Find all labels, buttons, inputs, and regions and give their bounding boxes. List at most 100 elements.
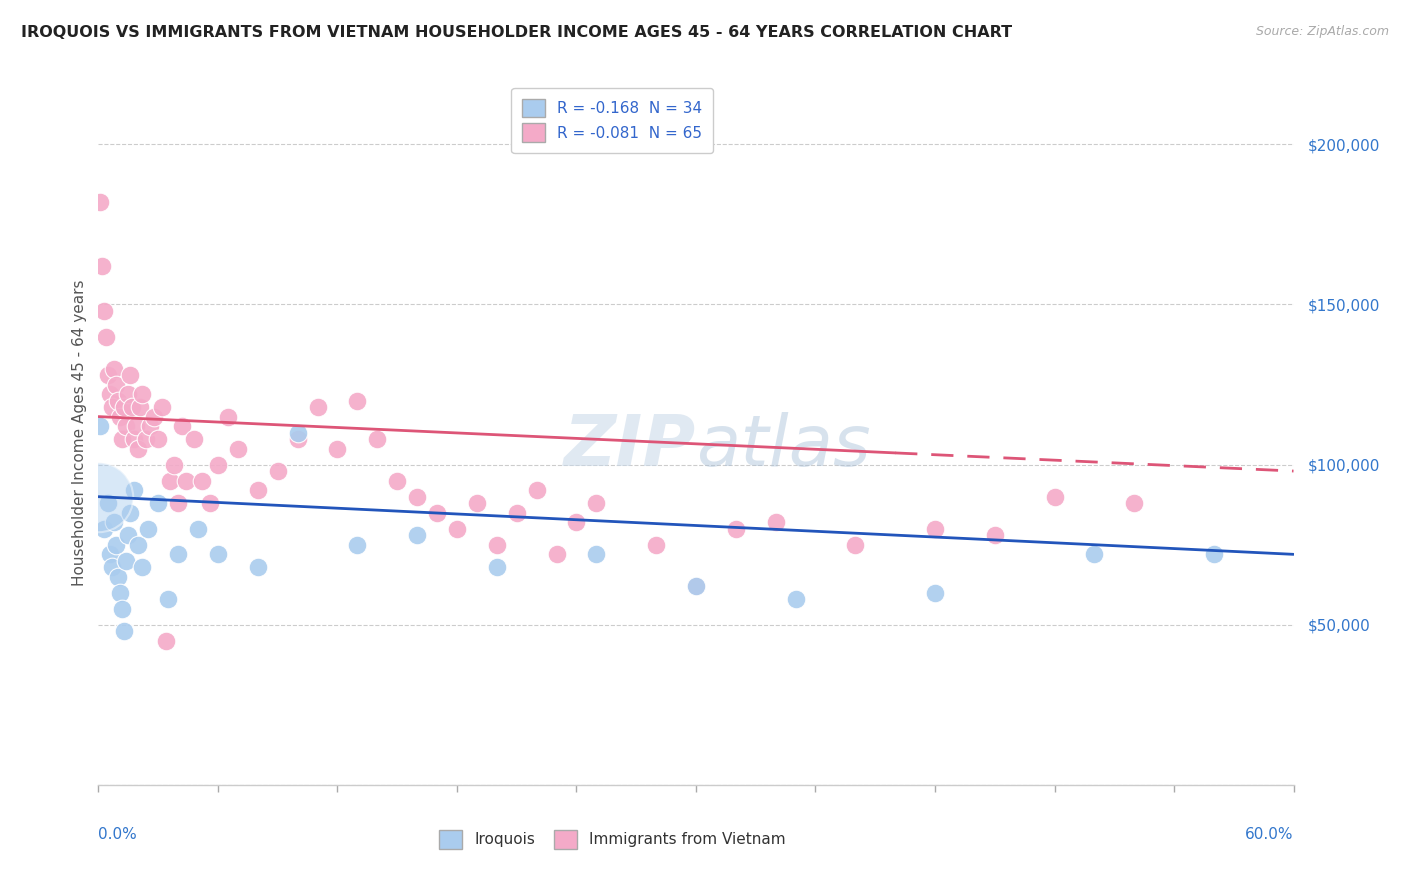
Point: [207, 458, 229, 472]
Point: [844, 538, 866, 552]
Point: [111, 432, 134, 446]
Point: [187, 522, 209, 536]
Y-axis label: Householder Income Ages 45 - 64 years: Householder Income Ages 45 - 64 years: [72, 279, 87, 586]
Point: [724, 522, 747, 536]
Point: [645, 538, 668, 552]
Point: [172, 419, 194, 434]
Point: [585, 547, 607, 561]
Point: [127, 442, 149, 456]
Point: [117, 387, 139, 401]
Point: [96, 329, 118, 343]
Point: [1123, 496, 1146, 510]
Point: [1043, 490, 1066, 504]
Point: [103, 361, 125, 376]
Point: [246, 483, 269, 498]
Point: [143, 409, 166, 424]
Point: [485, 538, 508, 552]
Point: [217, 409, 239, 424]
Point: [125, 419, 148, 434]
Point: [226, 442, 249, 456]
Point: [174, 474, 197, 488]
Point: [110, 586, 132, 600]
Point: [1083, 547, 1105, 561]
Text: IROQUOIS VS IMMIGRANTS FROM VIETNAM HOUSEHOLDER INCOME AGES 45 - 64 YEARS CORREL: IROQUOIS VS IMMIGRANTS FROM VIETNAM HOUS…: [21, 25, 1012, 40]
Point: [287, 432, 309, 446]
Point: [127, 538, 149, 552]
Point: [485, 560, 508, 574]
Point: [406, 490, 429, 504]
Point: [112, 624, 135, 639]
Point: [287, 425, 309, 440]
Point: [97, 368, 120, 382]
Point: [111, 601, 134, 615]
Point: [87, 490, 110, 504]
Point: [121, 400, 143, 414]
Point: [1202, 547, 1225, 561]
Point: [101, 400, 124, 414]
Point: [97, 496, 120, 510]
Point: [765, 516, 787, 530]
Point: [136, 522, 159, 536]
Point: [148, 496, 170, 510]
Point: [135, 432, 157, 446]
Point: [157, 592, 180, 607]
Point: [129, 400, 152, 414]
Point: [98, 387, 122, 401]
Point: [984, 528, 1007, 542]
Point: [139, 419, 162, 434]
Point: [93, 304, 115, 318]
Point: [307, 400, 329, 414]
Point: [124, 432, 146, 446]
Point: [107, 570, 129, 584]
Point: [120, 506, 142, 520]
Point: [924, 586, 946, 600]
Point: [198, 496, 221, 510]
Point: [465, 496, 488, 510]
Point: [117, 528, 139, 542]
Legend: Iroquois, Immigrants from Vietnam: Iroquois, Immigrants from Vietnam: [433, 824, 792, 855]
Point: [110, 409, 132, 424]
Point: [526, 483, 548, 498]
Point: [163, 458, 186, 472]
Point: [107, 393, 129, 408]
Point: [115, 419, 138, 434]
Point: [366, 432, 388, 446]
Point: [167, 496, 190, 510]
Point: [148, 432, 170, 446]
Point: [105, 538, 128, 552]
Point: [685, 579, 707, 593]
Point: [155, 633, 177, 648]
Point: [267, 464, 290, 478]
Point: [101, 560, 124, 574]
Text: Source: ZipAtlas.com: Source: ZipAtlas.com: [1256, 25, 1389, 38]
Point: [191, 474, 214, 488]
Point: [105, 377, 128, 392]
Point: [585, 496, 607, 510]
Point: [103, 516, 125, 530]
Point: [120, 368, 142, 382]
Point: [246, 560, 269, 574]
Text: atlas: atlas: [696, 412, 870, 481]
Point: [406, 528, 429, 542]
Point: [546, 547, 568, 561]
Point: [326, 442, 349, 456]
Point: [115, 554, 138, 568]
Point: [124, 483, 146, 498]
Point: [91, 259, 114, 273]
Point: [89, 419, 111, 434]
Point: [346, 393, 368, 408]
Text: ZIP: ZIP: [564, 412, 696, 481]
Point: [924, 522, 946, 536]
Point: [167, 547, 190, 561]
Point: [565, 516, 588, 530]
Point: [93, 522, 115, 536]
Point: [207, 547, 229, 561]
Point: [426, 506, 449, 520]
Point: [785, 592, 807, 607]
Point: [98, 547, 122, 561]
Point: [506, 506, 529, 520]
Point: [159, 474, 181, 488]
Point: [112, 400, 135, 414]
Point: [385, 474, 409, 488]
Point: [183, 432, 205, 446]
